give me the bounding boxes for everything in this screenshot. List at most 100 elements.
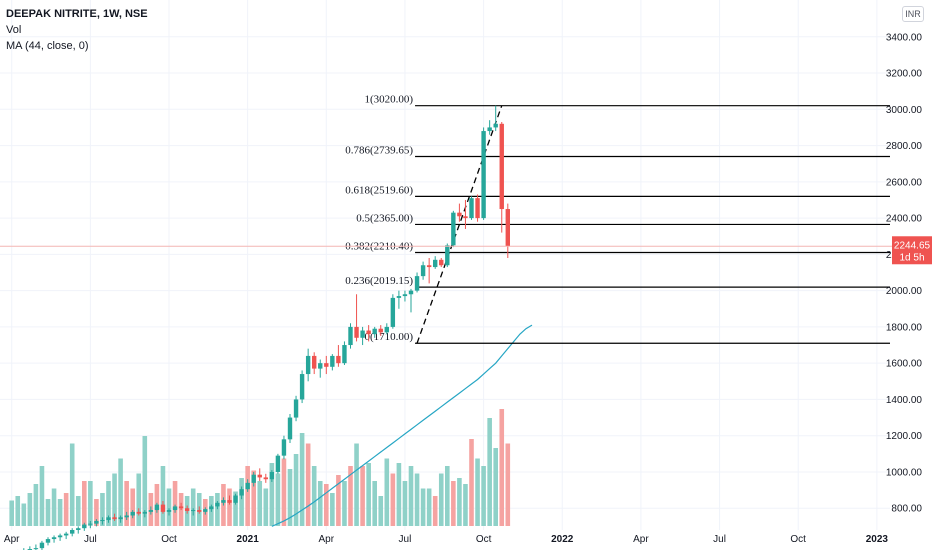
- candle-body: [469, 198, 474, 219]
- candle-body: [178, 506, 184, 509]
- volume-bar: [82, 481, 87, 526]
- candle-body: [408, 290, 414, 295]
- fibonacci-retracement[interactable]: 1(3020.00) 0.786(2739.65) 0.618(2519.60) 0.…: [345, 94, 890, 344]
- volume-bar: [384, 458, 390, 526]
- x-tick-label: Jul: [399, 534, 412, 545]
- candle-body: [160, 504, 166, 512]
- candle-body: [475, 198, 480, 219]
- volume-bar: [263, 488, 269, 526]
- volume-bar: [136, 473, 142, 526]
- candle-body: [336, 355, 341, 364]
- candle-body: [39, 542, 45, 549]
- x-tick-label: Oct: [476, 534, 492, 545]
- candle-body: [215, 502, 220, 507]
- candle-body: [275, 455, 281, 472]
- candle-body: [433, 259, 438, 268]
- volume-bar: [457, 478, 462, 526]
- symbol-title[interactable]: DEEPAK NITRITE, 1W, NSE: [6, 8, 148, 20]
- volume-bar: [281, 458, 287, 526]
- candle-body: [76, 528, 81, 530]
- candle-body: [100, 520, 105, 522]
- y-tick-label: 2800.00: [886, 141, 923, 152]
- candle-body: [312, 355, 317, 369]
- candle-body: [221, 500, 226, 503]
- volume-bar: [106, 481, 111, 526]
- y-tick-label: 1000.00: [886, 467, 923, 478]
- volume-bar: [15, 496, 21, 526]
- volume-bar: [493, 448, 498, 526]
- ma-line: [271, 324, 533, 527]
- volume-bar: [287, 469, 293, 526]
- fib-trend-line: [416, 105, 503, 344]
- candle-body: [70, 530, 75, 534]
- candle-body: [166, 510, 172, 512]
- volume-bar: [348, 466, 353, 526]
- candle-body: [51, 537, 57, 540]
- fib-level-label: 0.236(2019.15): [345, 275, 413, 287]
- bar-countdown: 1d 5h: [899, 252, 924, 263]
- volume-bar: [245, 466, 250, 526]
- candle-body: [342, 345, 347, 364]
- candle-body: [33, 548, 39, 550]
- candle-body: [257, 474, 262, 478]
- fib-level-label: 0.5(2365.00): [356, 212, 413, 224]
- candle-body: [481, 131, 486, 219]
- candle-body: [354, 326, 359, 338]
- volume-bar: [69, 443, 75, 526]
- candle-body: [396, 296, 402, 298]
- volume-bar: [94, 499, 99, 526]
- volume-bar: [215, 493, 220, 526]
- volume-bar: [505, 443, 511, 526]
- volume-bar: [293, 454, 299, 526]
- candle-body: [505, 209, 510, 247]
- x-tick-label: Oct: [790, 534, 806, 545]
- volume-bar: [275, 473, 281, 526]
- volume-bar: [354, 443, 359, 526]
- volume-legend[interactable]: Vol: [6, 24, 22, 36]
- candle-body: [245, 482, 250, 490]
- candle-body: [118, 517, 123, 520]
- volume-bar: [330, 493, 335, 526]
- candle-body: [57, 535, 63, 538]
- y-tick-label: 1200.00: [886, 431, 923, 442]
- candle-body: [136, 511, 141, 514]
- candle-body: [445, 245, 450, 266]
- candle-body: [384, 326, 389, 333]
- x-tick-label: Jul: [713, 534, 726, 545]
- candle-body: [239, 489, 244, 496]
- volume-bar: [372, 481, 377, 526]
- volume-bar: [324, 484, 329, 526]
- volume-bar: [481, 466, 486, 526]
- x-tick-label: 2023: [866, 534, 889, 545]
- volume-bar: [9, 500, 14, 526]
- volume-bar: [88, 481, 93, 526]
- candle-body: [233, 495, 238, 503]
- y-tick-label: 3000.00: [886, 105, 923, 116]
- volume-bar: [27, 493, 33, 526]
- volume-bar: [100, 493, 105, 526]
- volume-bar: [336, 475, 341, 526]
- candlesticks: [17, 105, 510, 550]
- volume-bar: [257, 481, 263, 526]
- chart-legend: DEEPAK NITRITE, 1W, NSE Vol MA (44, clos…: [6, 6, 148, 54]
- ma-legend[interactable]: MA (44, close, 0): [6, 40, 89, 52]
- x-tick-label: Jul: [84, 534, 97, 545]
- x-tick-label: Oct: [161, 534, 177, 545]
- volume-bar: [432, 496, 438, 526]
- candle-body: [366, 330, 371, 335]
- volume-bar: [475, 458, 480, 526]
- volume-bar: [227, 488, 232, 526]
- candle-body: [130, 511, 135, 516]
- volume-bar: [451, 481, 456, 526]
- volume-bar: [160, 466, 166, 526]
- y-tick-label: 1800.00: [886, 322, 923, 333]
- candle-body: [293, 399, 299, 418]
- candle-body: [203, 509, 208, 512]
- volume-bar: [239, 478, 244, 526]
- candle-body: [463, 216, 468, 219]
- volume-bar: [342, 481, 347, 526]
- x-tick-label: Apr: [319, 534, 335, 545]
- currency-badge[interactable]: INR: [902, 6, 924, 22]
